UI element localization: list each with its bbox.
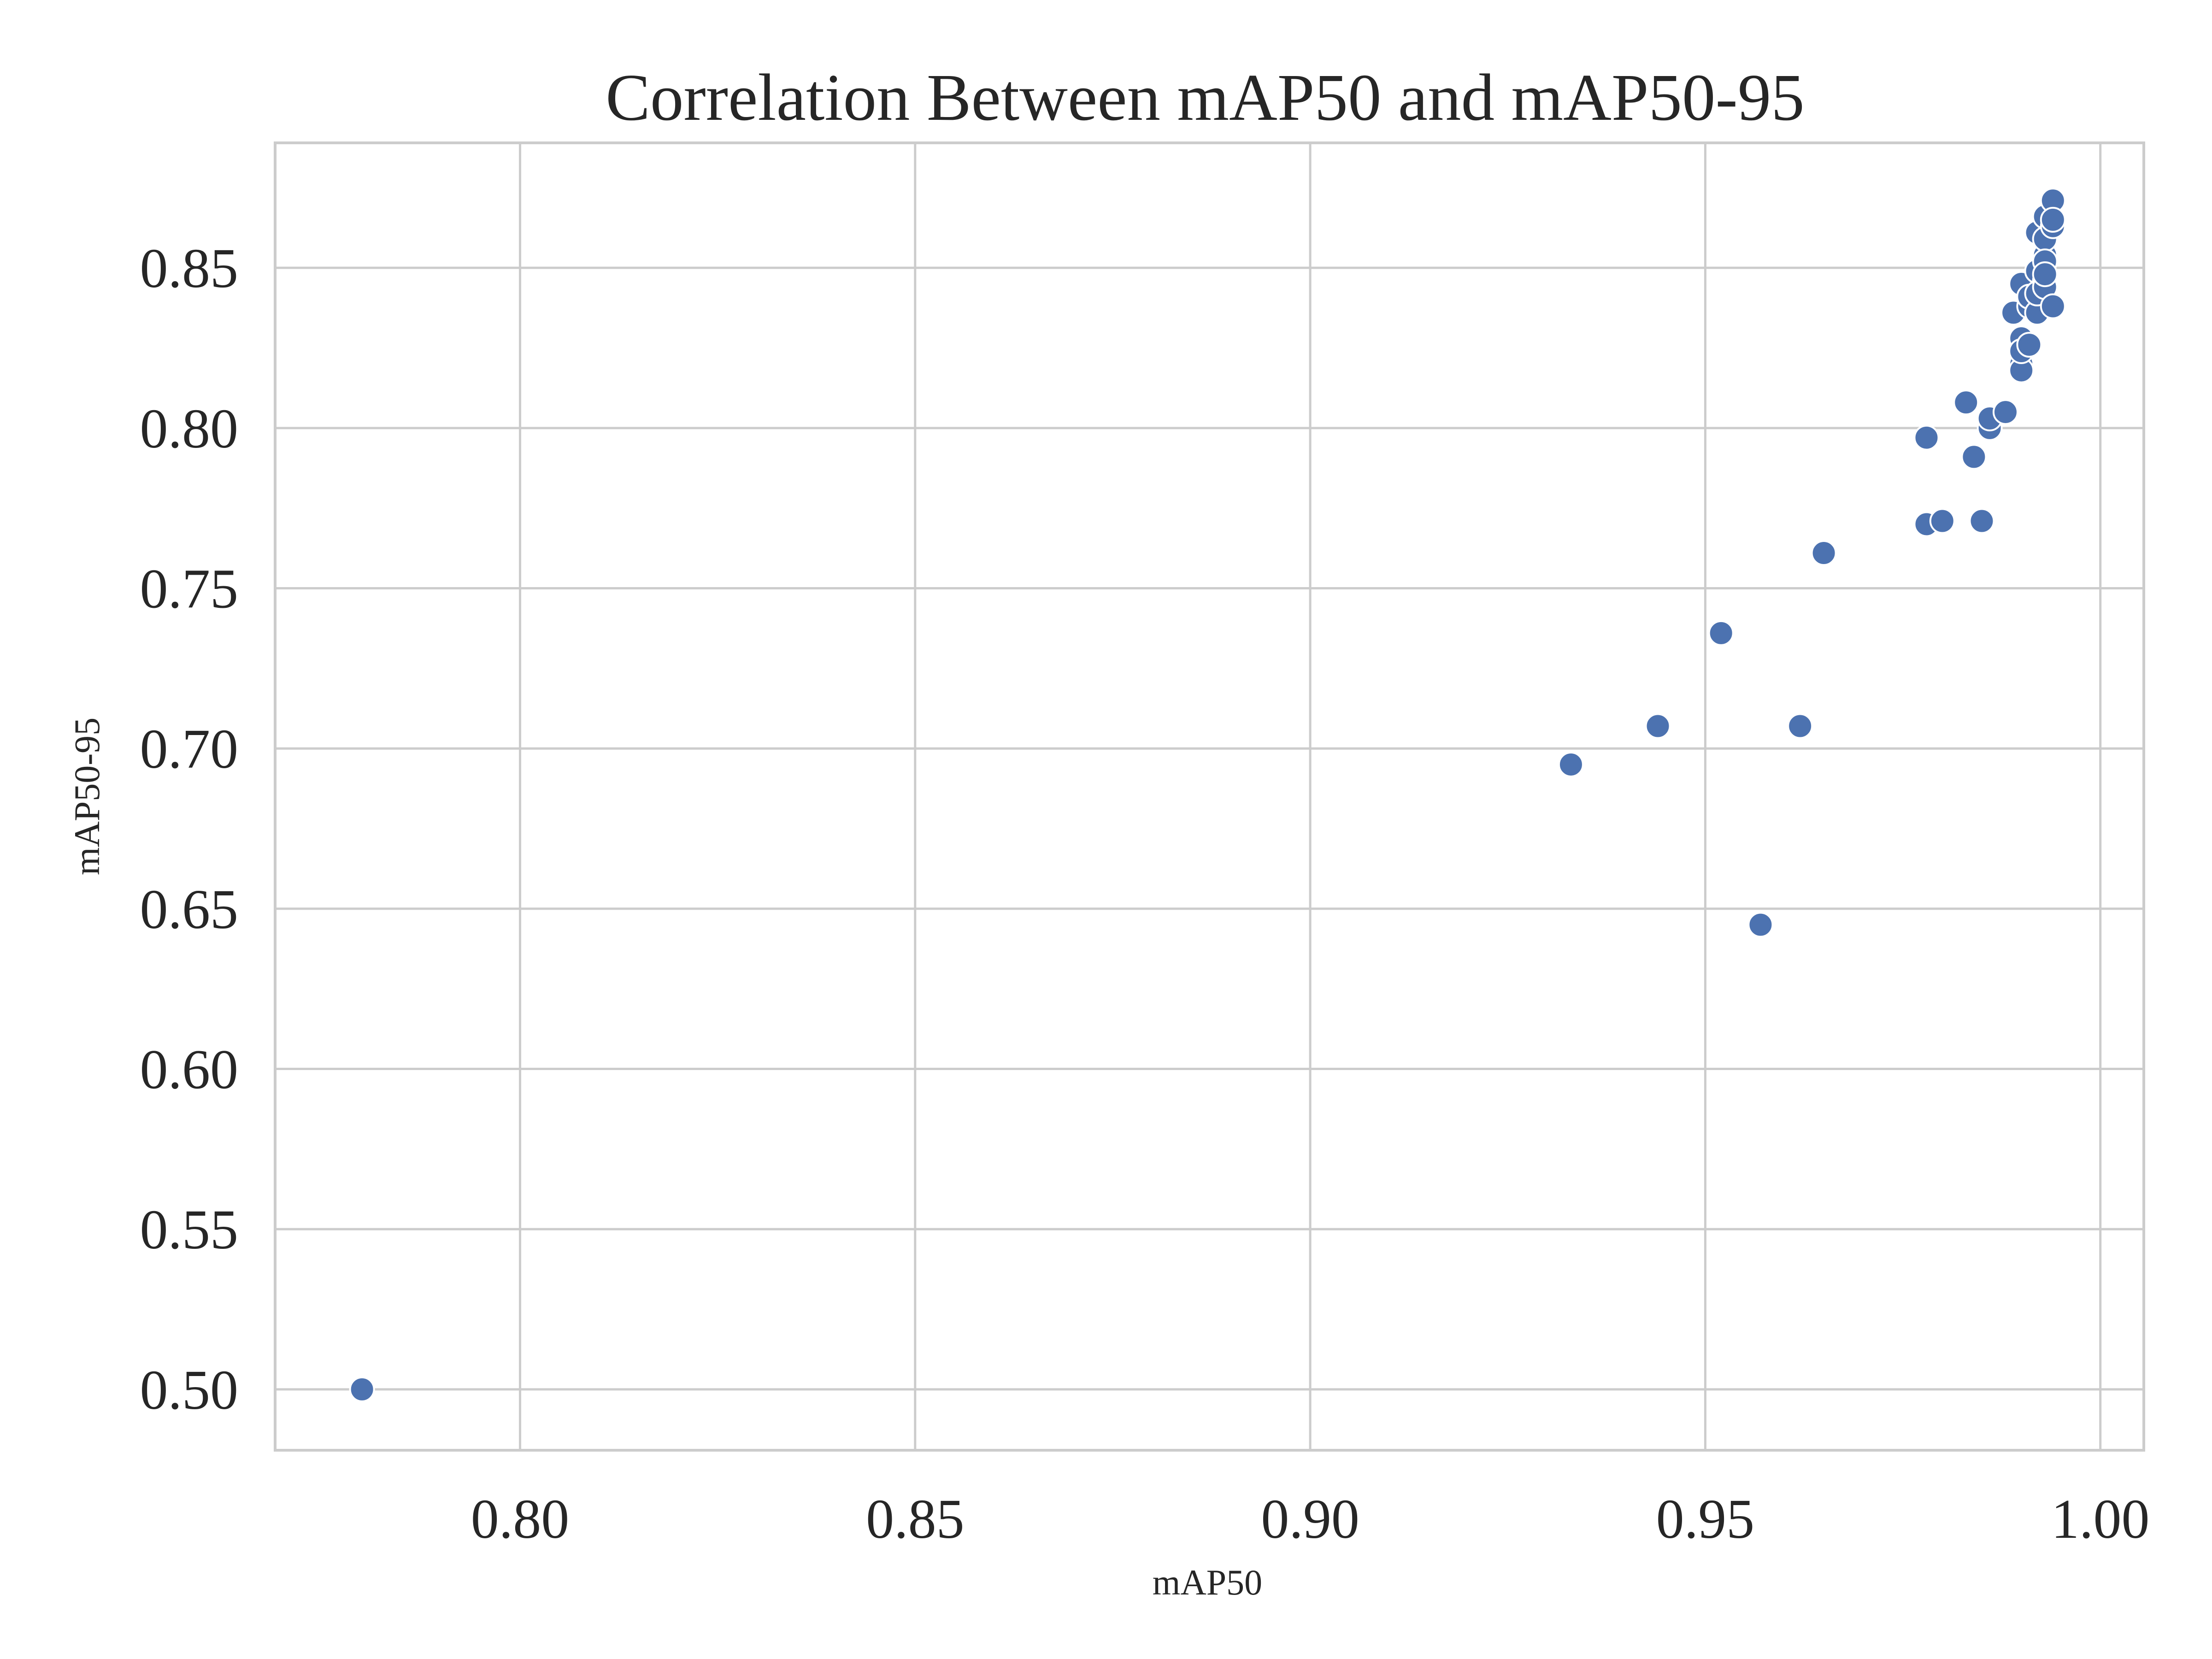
x-tick-label: 1.00 (2051, 1488, 2150, 1550)
data-point (2016, 332, 2042, 358)
data-point (1961, 444, 1987, 470)
y-tick-label: 0.80 (140, 398, 239, 460)
x-axis-label: mAP50 (1153, 1562, 1262, 1602)
data-point (1787, 713, 1813, 739)
data-point (1929, 508, 1955, 534)
data-point (1992, 399, 2018, 425)
data-point (1969, 508, 1995, 534)
plot-frame (274, 141, 2145, 1452)
x-tick-label: 0.90 (1261, 1488, 1359, 1550)
chart-title: Correlation Between mAP50 and mAP50-95 (606, 61, 1805, 135)
data-point (1558, 751, 1584, 777)
gridlines (275, 143, 2144, 1450)
data-point (1645, 713, 1671, 739)
data-point (1913, 424, 1940, 451)
data-point (2040, 206, 2066, 233)
data-point (1953, 389, 1979, 416)
data-point (2040, 293, 2066, 319)
data-point (2032, 261, 2058, 288)
y-axis-label: mAP50-95 (67, 718, 107, 875)
data-points (349, 188, 2066, 1402)
x-tick-label: 0.95 (1656, 1488, 1755, 1550)
y-tick-label: 0.50 (140, 1359, 239, 1421)
y-tick-label: 0.70 (140, 718, 239, 780)
data-point (1811, 540, 1837, 566)
y-tick-label: 0.55 (140, 1199, 239, 1261)
y-tick-label: 0.75 (140, 558, 239, 620)
x-tick-label: 0.85 (866, 1488, 965, 1550)
data-point (1708, 620, 1734, 646)
y-tick-label: 0.65 (140, 878, 239, 941)
tick-labels: 0.80 0.85 0.90 0.95 1.00 0.50 0.55 0.60 0.65 0.70… (140, 237, 2150, 1550)
data-point (1747, 912, 1774, 938)
y-tick-label: 0.85 (140, 237, 239, 300)
x-tick-label: 0.80 (471, 1488, 570, 1550)
y-tick-label: 0.60 (140, 1039, 239, 1101)
data-point (349, 1376, 375, 1402)
